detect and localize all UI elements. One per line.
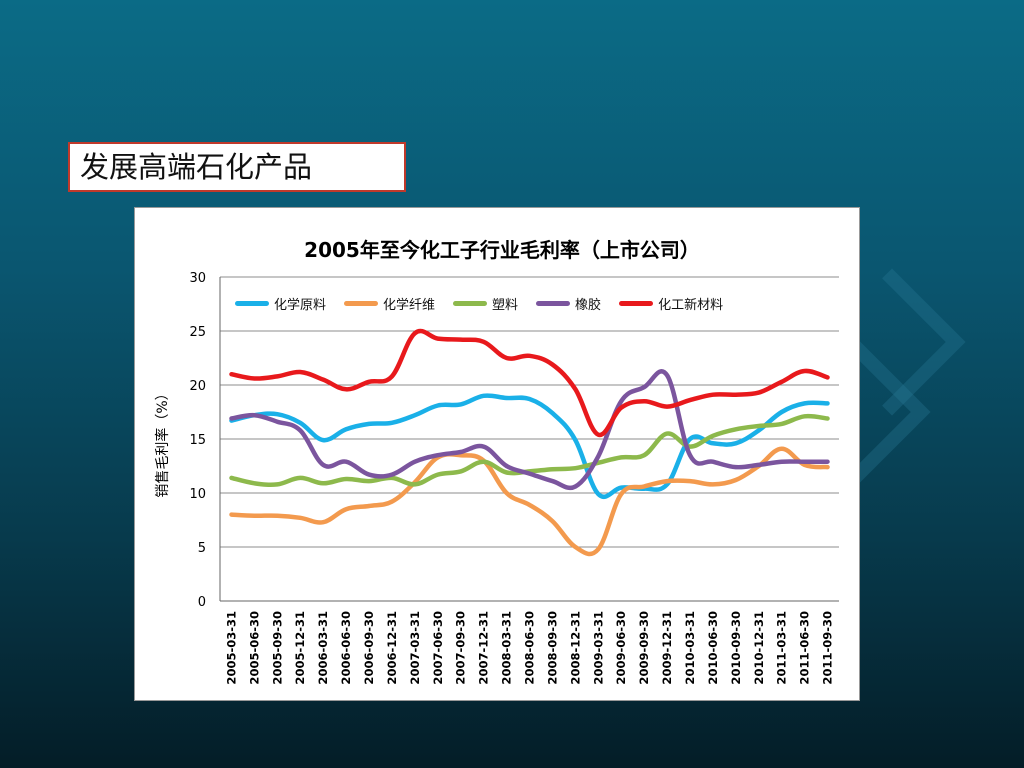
x-tick-label: 2009-03-31: [591, 611, 605, 685]
x-tick-label: 2008-12-31: [568, 611, 582, 685]
chart-legend: 化学原料 化学纤维 塑料 橡胶 化工新材料: [235, 294, 723, 313]
x-tick-label: 2008-06-30: [523, 611, 537, 685]
x-tick-label: 2009-09-30: [637, 611, 651, 685]
x-tick-label: 2006-06-30: [339, 611, 353, 685]
x-tick-label: 2006-12-31: [385, 611, 399, 685]
y-tick-label: 25: [189, 325, 206, 340]
x-tick-label: 2006-03-31: [316, 611, 330, 685]
x-tick-label: 2011-03-31: [775, 611, 789, 685]
x-tick-label: 2005-03-31: [224, 611, 238, 685]
x-tick-label: 2010-12-31: [752, 611, 766, 685]
legend-item: 塑料: [453, 294, 518, 313]
series-line-2: [229, 446, 830, 557]
legend-label: 橡胶: [575, 298, 602, 313]
slide-title: 发展高端石化产品: [68, 142, 406, 192]
y-tick-label: 5: [198, 541, 206, 556]
x-tick-label: 2008-03-31: [500, 611, 514, 685]
legend-swatch: [344, 301, 379, 306]
series-lines: [229, 328, 830, 557]
y-tick-label: 20: [189, 379, 206, 394]
legend-label: 化学原料: [274, 298, 327, 313]
y-tick-label: 15: [189, 433, 206, 448]
x-tick-label: 2010-03-31: [683, 611, 697, 685]
legend-item: 化工新材料: [619, 294, 723, 313]
legend-label: 化工新材料: [658, 298, 724, 313]
legend-label: 塑料: [492, 298, 519, 313]
y-axis-ticks: 0 5 10 15 20 25 30: [189, 271, 206, 610]
legend-swatch: [235, 301, 269, 306]
y-tick-label: 0: [198, 595, 206, 610]
series-line-5: [229, 328, 830, 437]
y-axis-label: 销售毛利率（%）: [154, 386, 171, 497]
x-tick-label: 2005-09-30: [270, 611, 284, 685]
legend-item: 橡胶: [536, 294, 601, 313]
series-line-1: [229, 393, 830, 500]
x-tick-label: 2007-03-31: [408, 611, 422, 685]
chart-panel: 2005年至今化工子行业毛利率（上市公司） 0 5 10 15 20 25 30 2005-…: [134, 207, 860, 701]
x-tick-label: 2007-12-31: [477, 611, 491, 685]
x-tick-label: 2009-06-30: [614, 611, 628, 685]
chart-title: 2005年至今化工子行业毛利率（上市公司）: [304, 238, 700, 262]
x-tick-label: 2008-09-30: [545, 611, 559, 685]
x-axis-ticks: 2005-03-31 2005-06-30 2005-09-30 2005-12-31…: [224, 611, 834, 685]
x-tick-label: 2010-09-30: [729, 611, 743, 685]
x-tick-label: 2010-06-30: [706, 611, 720, 685]
x-tick-label: 2006-09-30: [362, 611, 376, 685]
legend-swatch: [536, 301, 571, 306]
x-tick-label: 2005-06-30: [247, 611, 261, 685]
y-tick-label: 30: [189, 271, 206, 286]
legend-label: 化学纤维: [383, 298, 436, 313]
series-line-4: [229, 369, 830, 491]
x-tick-label: 2007-06-30: [431, 611, 445, 685]
x-tick-label: 2005-12-31: [293, 611, 307, 685]
x-tick-label: 2011-06-30: [798, 611, 812, 685]
legend-swatch: [619, 301, 654, 306]
line-chart: 2005年至今化工子行业毛利率（上市公司） 0 5 10 15 20 25 30 2005-…: [154, 238, 839, 685]
legend-item: 化学纤维: [344, 294, 435, 313]
legend-item: 化学原料: [235, 294, 326, 313]
x-tick-label: 2007-09-30: [454, 611, 468, 685]
legend-swatch: [453, 301, 488, 306]
y-tick-label: 10: [189, 487, 206, 502]
x-tick-label: 2009-12-31: [660, 611, 674, 685]
x-tick-label: 2011-09-30: [821, 611, 835, 685]
